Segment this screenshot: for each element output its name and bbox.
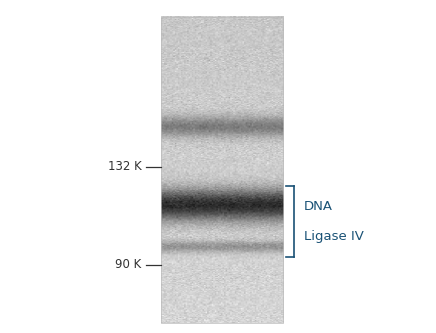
Bar [161, 17, 283, 323]
Text: 90 K: 90 K [116, 258, 142, 271]
Text: Ligase IV: Ligase IV [304, 230, 364, 243]
Text: DNA: DNA [304, 200, 333, 213]
Text: 132 K: 132 K [108, 160, 142, 173]
